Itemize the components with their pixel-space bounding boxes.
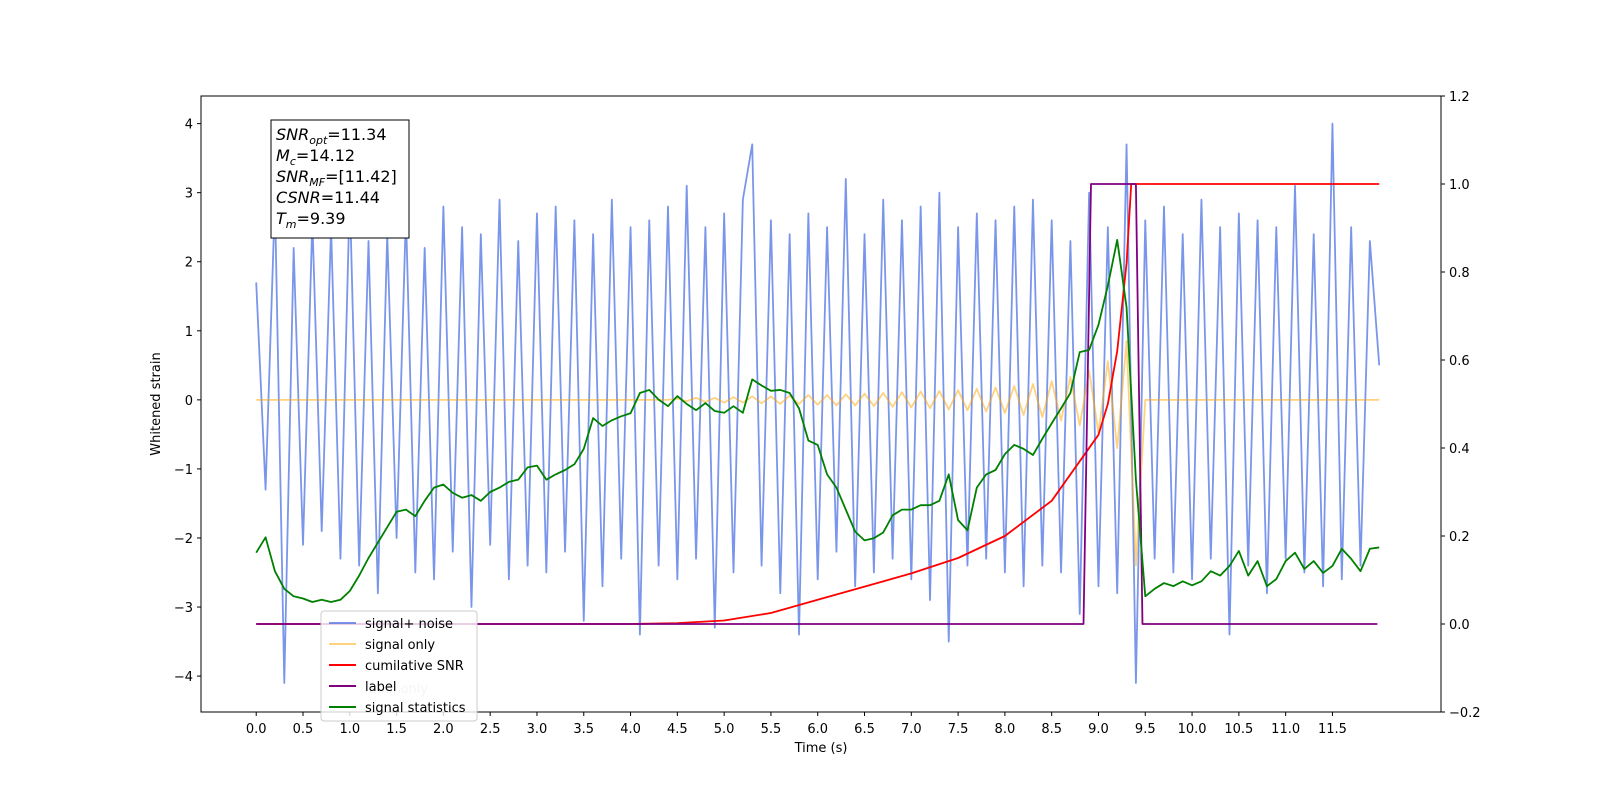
x-tick-label: 0.5	[293, 722, 314, 737]
legend-label: signal statistics	[365, 701, 466, 716]
y2-tick-label: −0.2	[1449, 706, 1481, 721]
annotation-value: =11.34	[327, 125, 386, 144]
annotation-line: SNRMF=[11.42]	[276, 167, 397, 189]
x-tick-label: 8.5	[1041, 722, 1062, 737]
annotation-line: Tm=9.39	[276, 209, 346, 231]
annotation-box	[270, 119, 410, 239]
y2-tick-label: 1.2	[1449, 90, 1470, 105]
y2-tick-label: 0.2	[1449, 530, 1470, 545]
x-tick-label: 3.5	[573, 722, 594, 737]
x-tick-label: 11.0	[1271, 722, 1300, 737]
y-tick-label: 2	[185, 256, 193, 271]
x-tick-label: 4.0	[620, 722, 641, 737]
x-tick-label: 10.5	[1224, 722, 1253, 737]
annotation-sub: opt	[309, 134, 328, 147]
x-tick-label: 9.5	[1135, 722, 1156, 737]
annotation-sub: c	[290, 155, 296, 168]
legend-label: cumilative SNR	[365, 659, 464, 674]
y2-tick-label: 0.6	[1449, 354, 1470, 369]
y-tick-label: −2	[174, 532, 193, 547]
x-tick-label: 0.0	[246, 722, 267, 737]
y-tick-label: 1	[185, 325, 193, 340]
x-tick-label: 6.0	[807, 722, 828, 737]
x-tick-label: 3.0	[527, 722, 548, 737]
plot-frame	[200, 95, 1442, 713]
x-tick-label: 1.5	[386, 722, 407, 737]
x-axis-label: Time (s)	[794, 741, 848, 756]
annotation-sub: m	[286, 218, 297, 231]
x-tick-label: 6.5	[854, 722, 875, 737]
annotation-line: Mc=14.12	[276, 146, 355, 168]
series-line	[256, 183, 1378, 625]
y2-tick-label: 0.8	[1449, 266, 1470, 281]
legend-label: signal+ noise	[365, 617, 453, 632]
x-tick-label: 2.0	[433, 722, 454, 737]
y-tick-label: 4	[185, 118, 193, 133]
y-tick-label: −1	[174, 463, 193, 478]
x-tick-label: 1.0	[339, 722, 360, 737]
annotation-value: =14.12	[296, 146, 355, 165]
x-tick-label: 5.0	[714, 722, 735, 737]
x-tick-label: 11.5	[1318, 722, 1347, 737]
x-tick-label: 9.0	[1088, 722, 1109, 737]
y-tick-label: 0	[185, 394, 193, 409]
legend-label: signal only	[365, 638, 435, 653]
y-tick-label: −4	[174, 670, 193, 685]
annotation-value: =9.39	[297, 209, 346, 228]
annotation-line: SNRopt=11.34	[276, 125, 387, 147]
y-tick-label: −3	[174, 601, 193, 616]
annotation-var: T	[276, 209, 287, 228]
x-tick-label: 7.0	[901, 722, 922, 737]
legend-label: label	[365, 680, 396, 695]
annotation-var: SNR	[276, 125, 309, 144]
annotation-value: =[11.42]	[325, 167, 397, 186]
x-tick-label: 7.5	[948, 722, 969, 737]
series-line	[256, 340, 1380, 567]
y-tick-label: 3	[185, 187, 193, 202]
x-tick-label: 10.0	[1178, 722, 1207, 737]
plot-area	[255, 122, 1381, 684]
series-line	[255, 122, 1381, 684]
y2-tick-label: 1.0	[1449, 178, 1470, 193]
annotation-value: =11.44	[321, 188, 380, 207]
x-tick-label: 8.0	[995, 722, 1016, 737]
annotation-var: M	[276, 146, 290, 165]
annotation-var: SNR	[276, 167, 309, 186]
legend-box	[320, 610, 478, 722]
annotation-var: CSNR	[276, 188, 321, 207]
y2-tick-label: 0.0	[1449, 618, 1470, 633]
x-tick-label: 4.5	[667, 722, 688, 737]
annotation-sub: MF	[309, 176, 325, 189]
x-tick-label: 5.5	[761, 722, 782, 737]
series-line	[255, 238, 1380, 603]
y2-tick-label: 0.4	[1449, 442, 1470, 457]
y-axis-label: Whitened strain	[149, 352, 164, 455]
annotation-line: CSNR=11.44	[276, 188, 380, 207]
series-line	[256, 183, 1380, 625]
x-tick-label: 2.5	[480, 722, 501, 737]
